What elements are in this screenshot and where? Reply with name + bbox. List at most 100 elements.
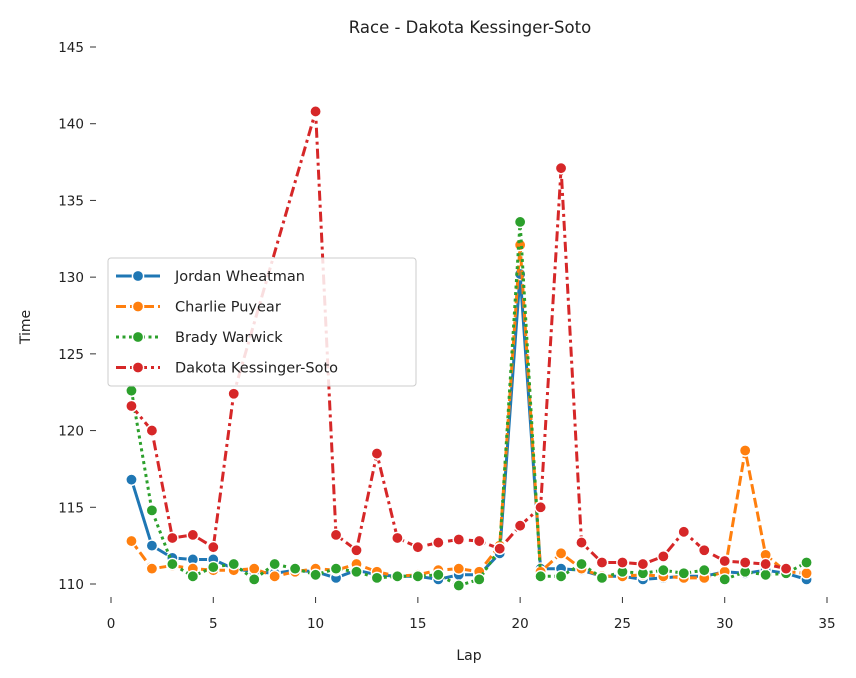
data-point bbox=[697, 543, 711, 557]
legend-label: Jordan Wheatman bbox=[174, 269, 305, 285]
data-point bbox=[288, 562, 302, 575]
data-point bbox=[779, 562, 793, 575]
legend-label: Dakota Kessinger-Soto bbox=[175, 361, 338, 377]
data-point bbox=[411, 540, 425, 554]
data-point bbox=[800, 566, 813, 580]
y-axis: 110 115 120 125 130 135 140 145 bbox=[58, 40, 96, 593]
data-point bbox=[247, 562, 261, 575]
data-point bbox=[206, 560, 220, 574]
data-point bbox=[391, 570, 404, 583]
data-point bbox=[145, 424, 159, 437]
data-point bbox=[309, 568, 322, 582]
data-point bbox=[513, 215, 527, 229]
data-point bbox=[247, 573, 261, 586]
data-point bbox=[411, 570, 425, 583]
x-axis: 0 5 10 15 20 25 30 35 bbox=[107, 597, 836, 632]
data-point bbox=[125, 384, 138, 397]
series-3 bbox=[125, 105, 793, 575]
data-point bbox=[554, 161, 568, 175]
legend-marker bbox=[131, 330, 145, 344]
y-tick-label: 110 bbox=[58, 577, 84, 593]
data-point bbox=[759, 568, 772, 582]
data-point bbox=[350, 565, 363, 579]
data-point bbox=[738, 444, 752, 457]
y-tick-label: 130 bbox=[58, 270, 84, 286]
x-axis-label: Lap bbox=[456, 648, 481, 664]
data-point bbox=[595, 556, 609, 569]
y-tick-label: 115 bbox=[58, 500, 84, 516]
data-point bbox=[145, 539, 159, 552]
data-point bbox=[738, 556, 752, 569]
x-tick-label: 20 bbox=[512, 616, 529, 632]
data-point bbox=[718, 573, 732, 586]
data-point bbox=[145, 504, 159, 517]
data-point bbox=[206, 540, 220, 554]
data-point bbox=[718, 554, 732, 568]
y-tick-label: 140 bbox=[58, 117, 84, 133]
legend-label: Charlie Puyear bbox=[175, 300, 281, 316]
legend-label: Brady Warwick bbox=[175, 330, 283, 346]
data-point bbox=[616, 556, 629, 569]
data-point bbox=[227, 557, 241, 571]
y-tick-label: 125 bbox=[58, 347, 84, 363]
data-point bbox=[677, 566, 691, 580]
data-point bbox=[657, 563, 670, 577]
data-point bbox=[370, 571, 384, 585]
data-point bbox=[125, 399, 138, 413]
data-point bbox=[125, 473, 138, 486]
data-point bbox=[268, 557, 281, 571]
x-tick-label: 5 bbox=[209, 616, 218, 632]
data-point bbox=[268, 570, 281, 583]
x-tick-label: 10 bbox=[307, 616, 324, 632]
data-point bbox=[329, 562, 343, 575]
legend-marker bbox=[131, 269, 145, 283]
legend: Jordan Wheatman Charlie Puyear Brady Warwi… bbox=[107, 257, 417, 387]
data-point bbox=[554, 570, 568, 583]
y-tick-label: 120 bbox=[58, 424, 84, 440]
data-point bbox=[227, 387, 241, 401]
data-point bbox=[759, 557, 772, 571]
data-point bbox=[452, 579, 466, 592]
data-point bbox=[493, 542, 506, 556]
data-point bbox=[472, 573, 486, 586]
data-point bbox=[309, 105, 322, 118]
data-point bbox=[800, 556, 813, 569]
chart-title: Race - Dakota Kessinger-Soto bbox=[349, 18, 591, 37]
legend-marker bbox=[131, 361, 145, 374]
data-point bbox=[432, 536, 445, 549]
x-tick-label: 30 bbox=[716, 616, 733, 632]
data-point bbox=[391, 531, 404, 545]
series-layer bbox=[125, 105, 813, 592]
data-point bbox=[472, 534, 486, 548]
data-point bbox=[186, 528, 200, 542]
data-point bbox=[534, 500, 547, 514]
data-point bbox=[636, 557, 650, 571]
data-point bbox=[145, 562, 159, 575]
legend-marker bbox=[131, 300, 145, 313]
legend-box bbox=[107, 257, 417, 387]
data-point bbox=[452, 562, 466, 575]
data-point bbox=[657, 550, 670, 563]
x-tick-label: 25 bbox=[614, 616, 631, 632]
data-point bbox=[677, 525, 691, 539]
data-point bbox=[554, 547, 568, 560]
data-point bbox=[350, 543, 363, 557]
data-point bbox=[125, 534, 138, 548]
data-point bbox=[329, 528, 343, 542]
x-tick-label: 35 bbox=[818, 616, 835, 632]
data-point bbox=[432, 568, 445, 582]
y-tick-label: 145 bbox=[58, 40, 84, 56]
x-tick-label: 15 bbox=[409, 616, 426, 632]
data-point bbox=[186, 570, 200, 583]
data-point bbox=[166, 557, 179, 571]
data-point bbox=[452, 533, 466, 546]
data-point bbox=[370, 447, 384, 460]
data-point bbox=[575, 536, 588, 549]
data-point bbox=[697, 563, 711, 577]
y-tick-label: 135 bbox=[58, 193, 84, 209]
data-point bbox=[166, 531, 179, 545]
data-point bbox=[575, 557, 588, 571]
x-tick-label: 0 bbox=[107, 616, 116, 632]
data-point bbox=[513, 519, 527, 532]
